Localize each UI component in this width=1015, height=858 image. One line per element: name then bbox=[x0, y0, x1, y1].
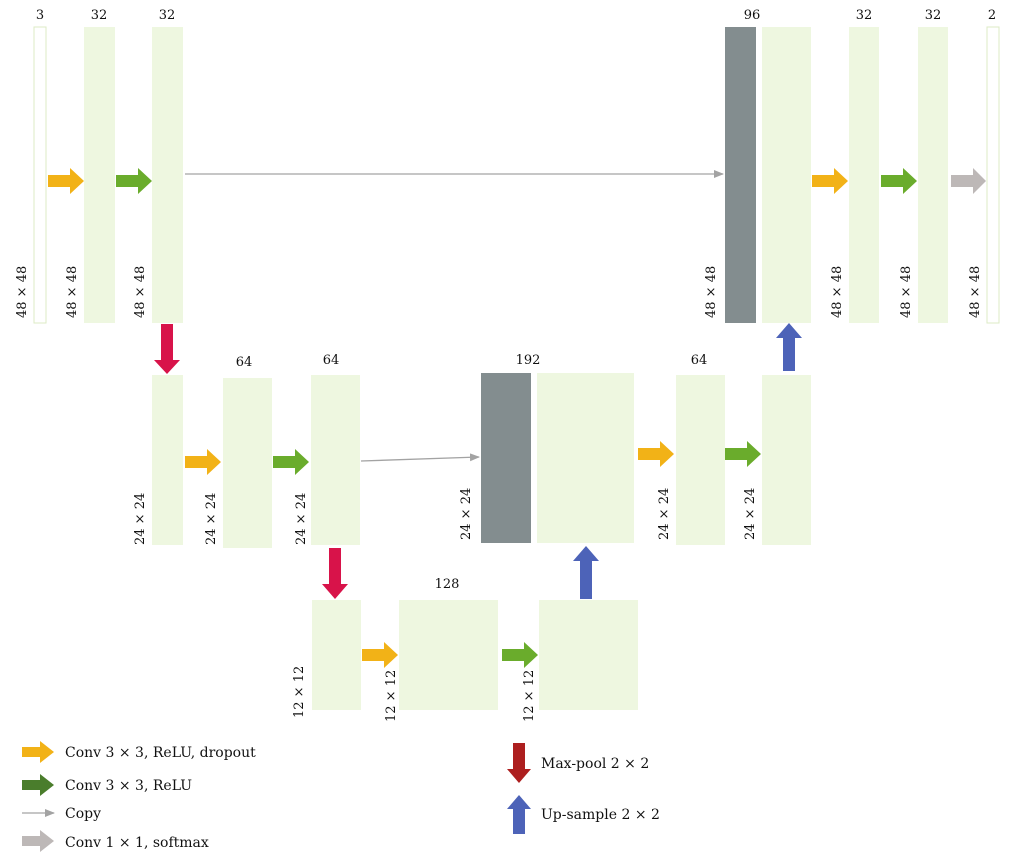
feature-map-d1a bbox=[762, 27, 811, 323]
maxpool-arrow-icon bbox=[154, 324, 180, 374]
channels-in: 3 bbox=[36, 8, 44, 23]
concat-block-d2 bbox=[481, 373, 531, 543]
legend: Conv 3 × 3, ReLU, dropout Conv 3 × 3, Re… bbox=[22, 741, 660, 852]
upsample-arrow-icon bbox=[776, 323, 802, 371]
size-b1: 12 × 12 bbox=[292, 666, 307, 718]
legend-conv-dropout-label: Conv 3 × 3, ReLU, dropout bbox=[65, 745, 256, 761]
feature-map-b2 bbox=[399, 600, 498, 710]
legend-upsample-label: Up-sample 2 × 2 bbox=[541, 807, 660, 823]
channels-d1cat: 96 bbox=[744, 8, 761, 23]
channels-d2b: 64 bbox=[691, 353, 708, 368]
channels-e2c: 64 bbox=[323, 353, 340, 368]
feature-map-e1a bbox=[84, 27, 115, 323]
feature-map-e1b bbox=[152, 27, 183, 323]
size-d1c: 48 × 48 bbox=[899, 266, 914, 318]
feature-map-b1 bbox=[312, 600, 361, 710]
legend-maxpool-arrow-icon bbox=[507, 743, 531, 783]
size-in: 48 × 48 bbox=[15, 266, 30, 318]
size-e1a: 48 × 48 bbox=[65, 266, 80, 318]
legend-conv-dropout-arrow-icon bbox=[22, 741, 54, 763]
conv-relu-arrow-icon bbox=[502, 642, 538, 668]
conv-dropout-arrow-icon bbox=[638, 441, 674, 467]
channels-e2b: 64 bbox=[236, 355, 253, 370]
legend-conv-relu-arrow-icon bbox=[22, 774, 54, 796]
channels-b2: 128 bbox=[435, 577, 460, 592]
size-e2b: 24 × 24 bbox=[204, 493, 219, 545]
channels-d1c: 32 bbox=[925, 8, 942, 23]
conv-relu-arrow-icon bbox=[725, 441, 761, 467]
channels-d2cat: 192 bbox=[516, 353, 541, 368]
copy-arrow-icon bbox=[360, 453, 480, 462]
feature-map-e2a bbox=[152, 375, 183, 545]
conv-relu-arrow-icon bbox=[273, 449, 309, 475]
legend-softmax-arrow-icon bbox=[22, 830, 54, 852]
level-48: 3 32 32 96 32 32 2 48 × 48 48 × 48 48 × … bbox=[15, 8, 1000, 324]
channels-e1a: 32 bbox=[91, 8, 108, 23]
feature-map-e2b bbox=[223, 378, 272, 548]
legend-upsample-arrow-icon bbox=[507, 795, 531, 834]
concat-block-d1 bbox=[725, 27, 756, 323]
size-b2: 12 × 12 bbox=[384, 670, 399, 722]
channels-out: 2 bbox=[988, 8, 996, 23]
conv-relu-arrow-icon bbox=[881, 168, 917, 194]
feature-map-d2b bbox=[676, 375, 725, 545]
size-d2b: 24 × 24 bbox=[657, 488, 672, 540]
feature-map-in bbox=[33, 26, 47, 324]
size-d2cat: 24 × 24 bbox=[459, 488, 474, 540]
channels-d1b: 32 bbox=[856, 8, 873, 23]
feature-map-d1b bbox=[849, 27, 879, 323]
feature-map-d2c bbox=[762, 375, 811, 545]
size-d1cat: 48 × 48 bbox=[704, 266, 719, 318]
softmax-arrow-icon bbox=[951, 168, 986, 194]
conv-dropout-arrow-icon bbox=[48, 168, 84, 194]
conv-relu-arrow-icon bbox=[116, 168, 152, 194]
feature-map-d1c bbox=[918, 27, 948, 323]
level-12: 128 12 × 12 12 × 12 12 × 12 bbox=[292, 577, 638, 722]
maxpool-arrow-icon bbox=[322, 548, 348, 599]
feature-map-d2a bbox=[537, 373, 634, 543]
size-e2a: 24 × 24 bbox=[133, 493, 148, 545]
conv-dropout-arrow-icon bbox=[185, 449, 221, 475]
feature-map-e2c bbox=[311, 375, 360, 545]
legend-maxpool-label: Max-pool 2 × 2 bbox=[541, 756, 649, 772]
legend-copy-label: Copy bbox=[65, 806, 101, 822]
feature-map-b3 bbox=[539, 600, 638, 710]
conv-dropout-arrow-icon bbox=[362, 642, 398, 668]
size-d2c: 24 × 24 bbox=[743, 488, 758, 540]
size-e1b: 48 × 48 bbox=[133, 266, 148, 318]
conv-dropout-arrow-icon bbox=[812, 168, 848, 194]
size-out: 48 × 48 bbox=[968, 266, 983, 318]
channels-e1b: 32 bbox=[159, 8, 176, 23]
upsample-arrow-icon bbox=[573, 546, 599, 599]
size-b3: 12 × 12 bbox=[522, 670, 537, 722]
feature-map-out bbox=[986, 26, 1000, 324]
size-e2c: 24 × 24 bbox=[294, 493, 309, 545]
legend-conv-softmax-label: Conv 1 × 1, softmax bbox=[65, 835, 209, 851]
level-24: 64 64 192 64 24 × 24 24 × 24 24 × 24 24 … bbox=[133, 353, 811, 548]
legend-conv-relu-label: Conv 3 × 3, ReLU bbox=[65, 778, 192, 794]
size-d1b: 48 × 48 bbox=[830, 266, 845, 318]
